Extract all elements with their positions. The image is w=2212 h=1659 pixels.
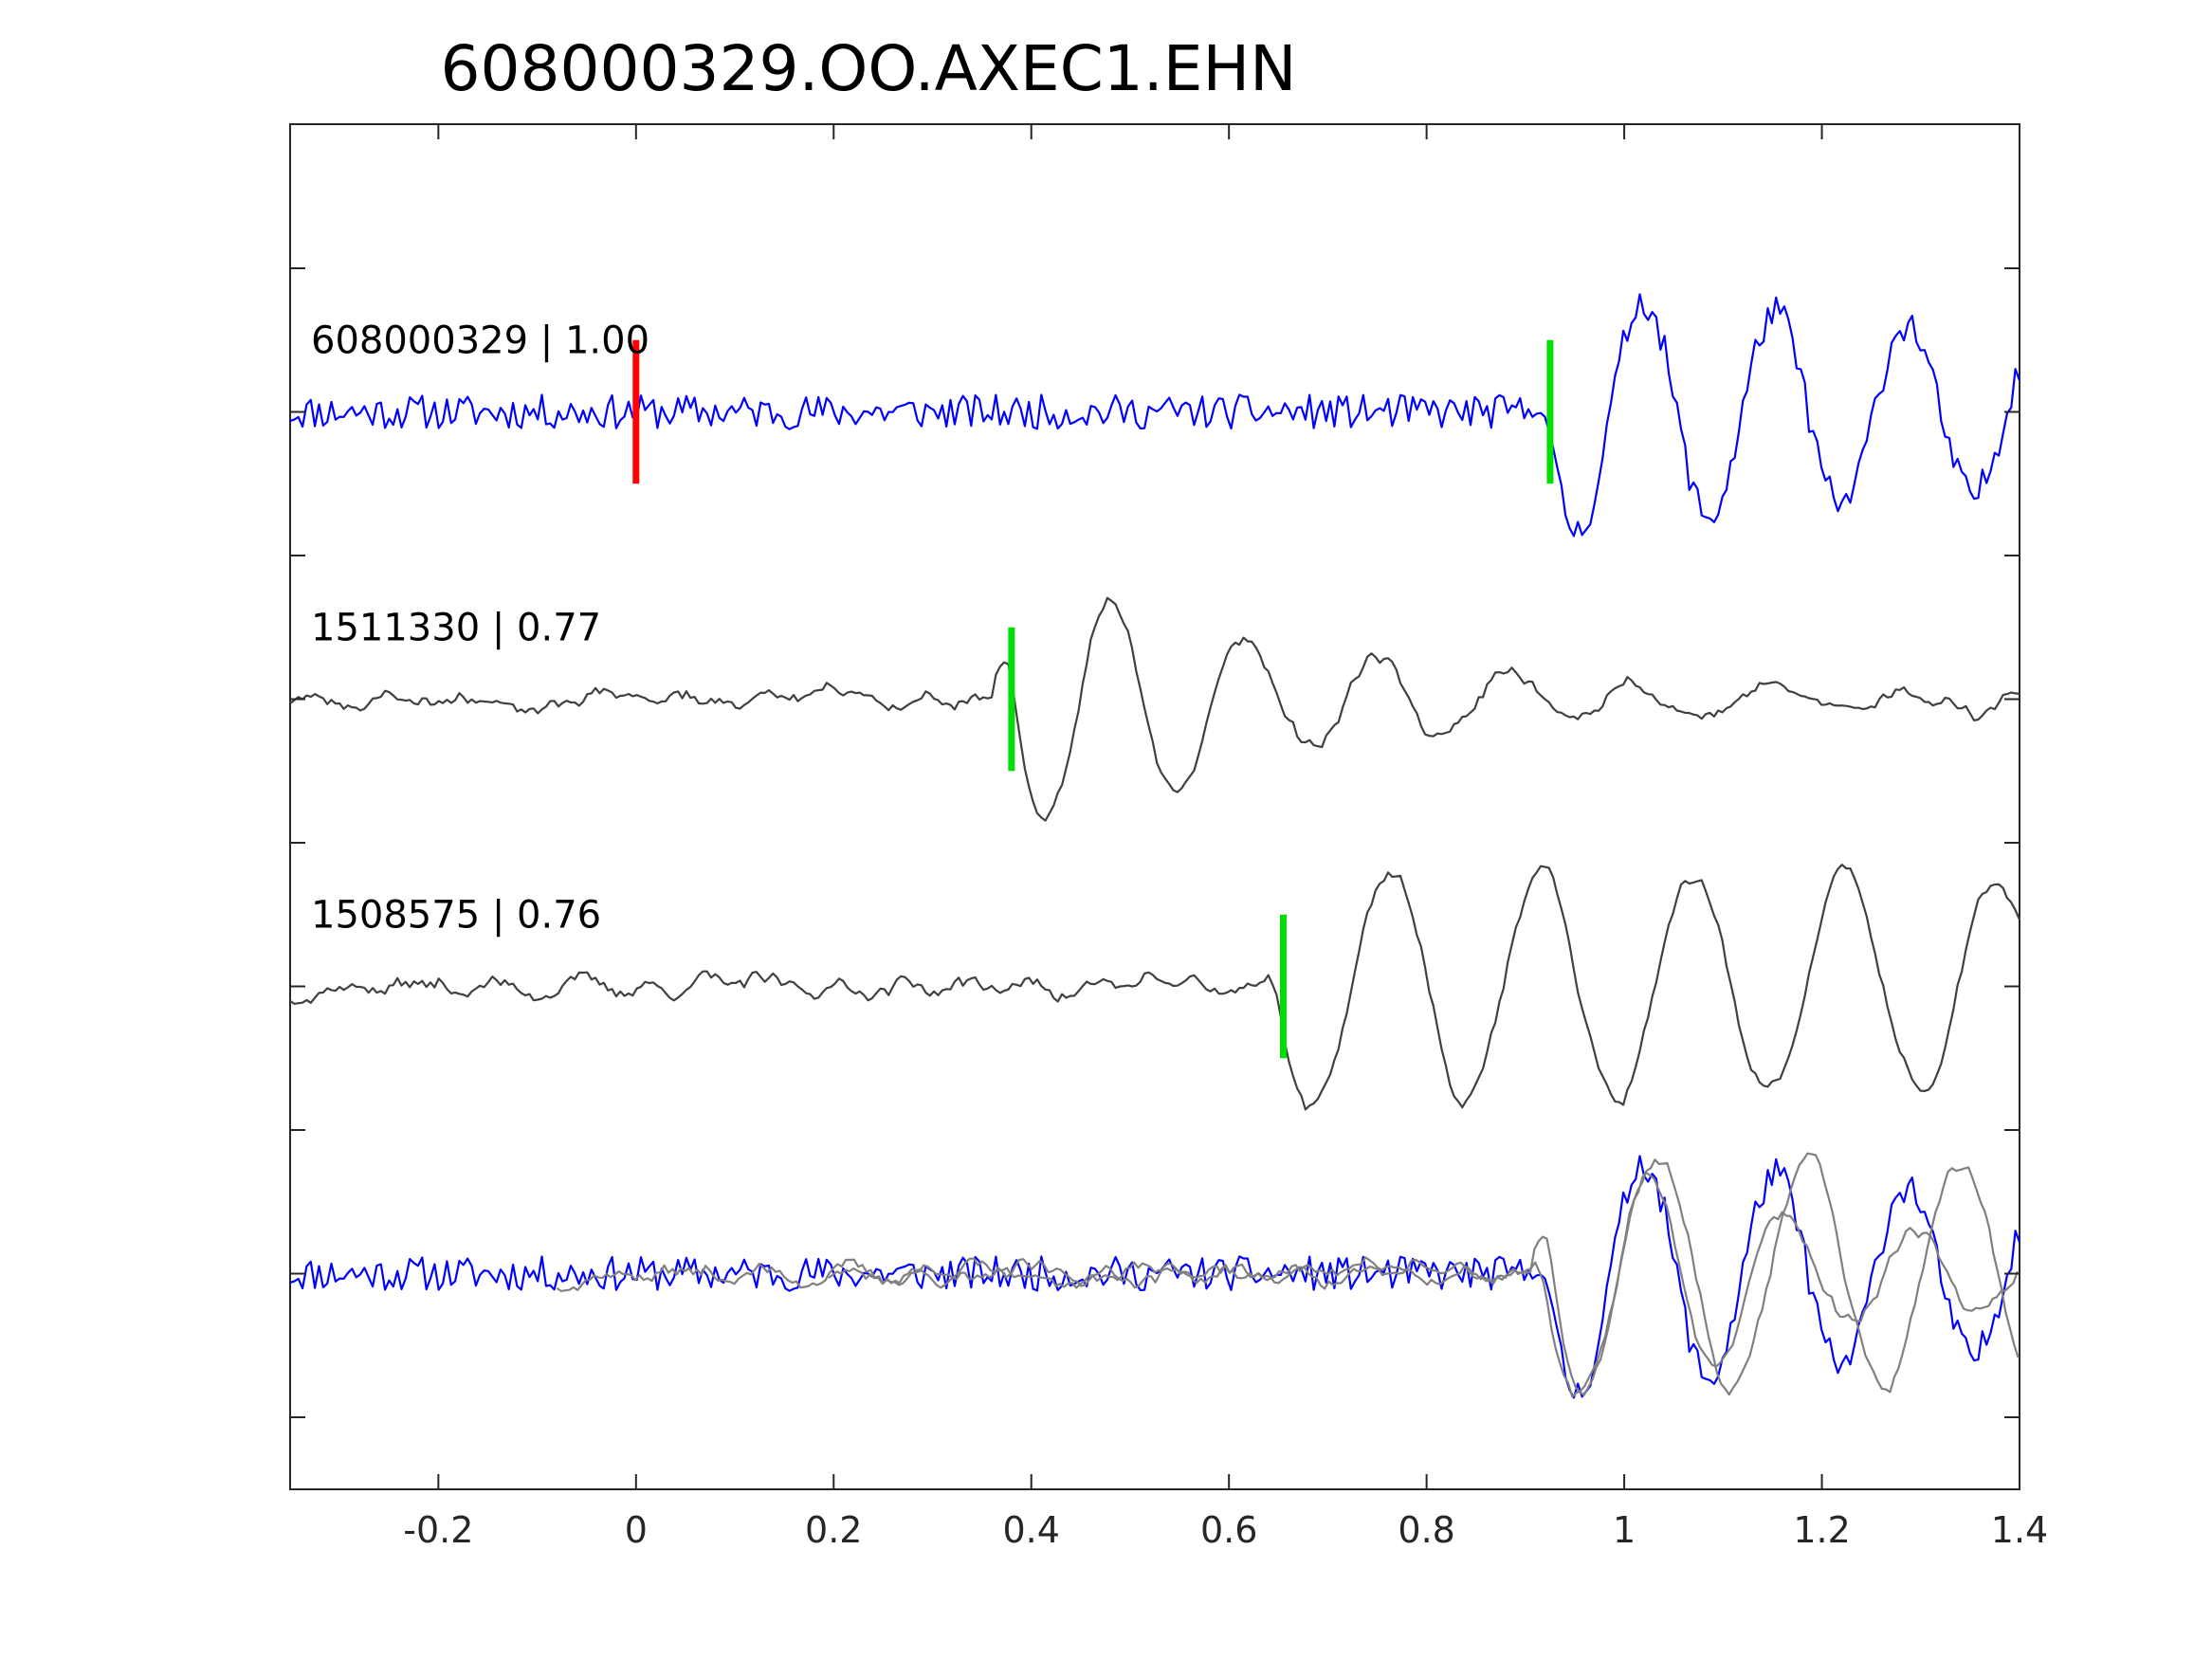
waveform-trace-1: [289, 596, 2020, 822]
plot-area: -0.2 0 0.2 0.4 0.6 0.8 1 1.2 1.4 608000329 | 1.0…: [289, 123, 2048, 1551]
waveform-trace-2: [289, 864, 2021, 1111]
x-tick-label: 1.2: [1793, 1509, 1850, 1551]
x-tick-label: 0.2: [805, 1509, 862, 1551]
aligned-overlay-group: [289, 1152, 2021, 1399]
chart-title: 608000329.OO.AXEC1.EHN: [441, 32, 1297, 105]
overlay-trace-1: [828, 1171, 2019, 1396]
trace-group: [289, 293, 2021, 1111]
x-tick-label: 0.6: [1200, 1509, 1257, 1551]
axis-ticks: -0.2 0 0.2 0.4 0.6 0.8 1 1.2 1.4: [290, 124, 2048, 1551]
trace-label-2: 1508575 | 0.76: [311, 894, 601, 938]
trace-labels: 608000329 | 1.00 1511330 | 0.77 1508575 | …: [311, 319, 649, 938]
x-tick-label: 0.8: [1398, 1509, 1454, 1551]
x-tick-label: 0: [625, 1509, 648, 1551]
trace-label-0: 608000329 | 1.00: [311, 319, 649, 363]
x-tick-label: -0.2: [403, 1509, 473, 1551]
x-tick-label: 0.4: [1002, 1509, 1059, 1551]
x-tick-label: 1: [1613, 1509, 1636, 1551]
waveform-trace-0: [289, 293, 2021, 538]
trace-label-1: 1511330 | 0.77: [311, 607, 601, 650]
overlay-trace-2: [556, 1152, 2020, 1398]
overlay-trace-0: [289, 1155, 2021, 1399]
pick-marker-group: [632, 339, 1554, 1059]
plot-frame: [289, 123, 2020, 1490]
x-tick-label: 1.4: [1991, 1509, 2048, 1551]
